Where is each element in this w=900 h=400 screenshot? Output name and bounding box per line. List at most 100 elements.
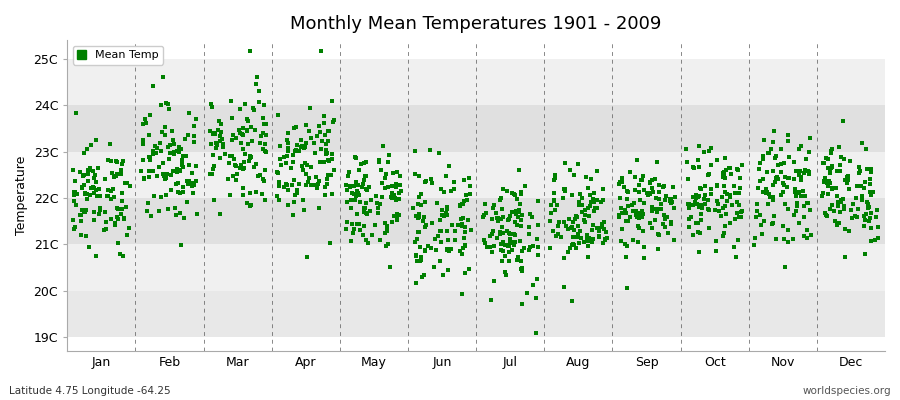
Point [716,174,730,180]
Point [298,144,312,150]
Point [281,139,295,146]
Point [728,190,742,196]
Point [228,162,242,168]
Point [478,201,492,207]
Point [704,186,718,193]
Point [81,244,95,250]
Point [233,106,248,112]
Point [781,132,796,138]
Point [769,153,783,159]
Point [301,179,315,185]
Point [567,241,581,248]
Point [320,172,335,178]
Point [501,241,516,248]
Point [850,206,865,212]
Point [115,161,130,167]
Point [489,210,503,216]
Point [80,146,94,152]
Point [681,216,696,222]
Point [777,160,791,166]
Point [318,192,332,199]
Point [211,126,225,133]
Point [440,266,454,273]
Point [557,160,572,167]
Point [107,193,122,200]
Point [486,243,500,249]
Point [505,209,519,215]
Point [789,208,804,214]
Point [89,179,104,186]
Point [788,186,803,192]
Point [585,227,599,233]
Point [412,214,427,220]
Point [285,182,300,188]
Point [248,161,263,167]
Point [767,128,781,135]
Point [463,191,477,198]
Point [464,227,478,234]
Point [650,208,664,215]
Point [651,246,665,252]
Point [630,210,644,216]
Point [225,115,239,122]
Point [771,176,786,182]
Point [515,248,529,254]
Point [83,164,97,171]
Point [279,159,293,166]
Point [573,190,588,197]
Point [212,155,227,161]
Point [832,162,847,168]
Point [146,168,160,174]
Point [515,265,529,272]
Point [374,167,388,174]
Point [457,270,472,276]
Point [522,224,536,230]
Point [769,178,783,185]
Point [476,214,491,220]
Point [313,128,328,135]
Point [511,209,526,215]
Point [258,132,273,138]
Point [502,249,517,255]
Point [580,238,595,244]
Point [859,146,873,152]
Point [709,238,724,245]
Point [254,133,268,140]
Point [799,235,814,241]
Point [423,147,437,154]
Point [74,212,88,218]
Point [392,190,406,197]
Point [456,176,471,183]
Point [136,157,150,163]
Point [320,150,334,156]
Point [299,122,313,128]
Point [351,221,365,228]
Point [230,171,244,177]
Point [510,222,525,228]
Point [514,189,528,195]
Point [648,176,662,182]
Point [256,177,271,184]
Point [531,198,545,204]
Point [457,234,472,241]
Point [857,223,871,229]
Point [226,132,240,138]
Point [423,244,437,251]
Point [766,197,780,203]
Point [114,206,129,213]
Point [681,201,696,208]
Point [652,196,667,203]
Point [702,206,716,213]
Point [800,200,814,207]
Point [503,238,517,245]
Point [502,213,517,219]
Point [321,128,336,135]
Point [687,164,701,171]
Point [122,183,137,189]
Point [754,222,769,228]
Point [832,199,846,205]
Point [220,176,235,182]
Point [309,174,323,180]
Point [338,226,353,232]
Point [139,120,153,127]
